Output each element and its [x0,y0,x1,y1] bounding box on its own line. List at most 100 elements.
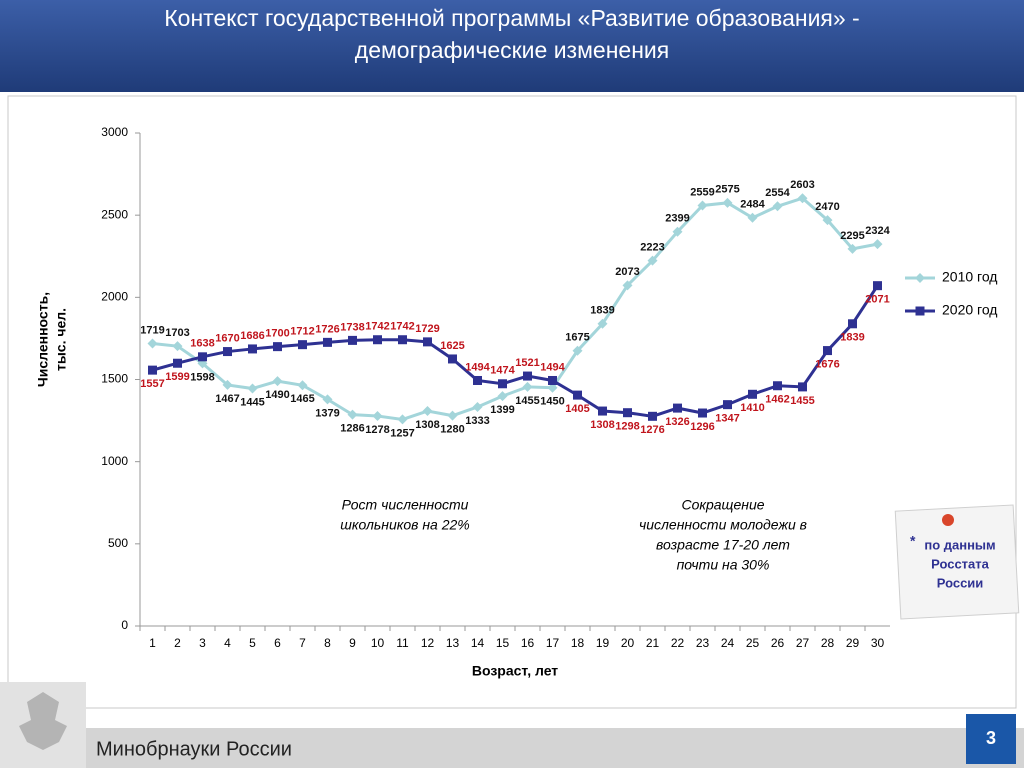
point [273,342,282,352]
legend-label: 2010 год [942,269,997,285]
data-label: 1450 [540,396,564,408]
data-label: 1700 [265,328,289,340]
frame [7,95,1017,709]
x-tick-label: 8 [324,636,331,650]
data-label: 1557 [140,378,164,390]
x-tick-label: 12 [421,636,435,650]
data-label: 1347 [715,413,739,425]
data-label: 1839 [590,305,614,317]
data-label: 1839 [840,332,864,344]
data-label: 1257 [390,427,414,439]
data-label: 2071 [865,294,889,306]
data-label: 1326 [665,416,689,428]
x-tick-label: 22 [671,636,685,650]
annotation: школьников на 22% [340,517,469,533]
x-tick-label: 11 [396,636,409,650]
point [847,243,858,254]
y-axis-label: Численность, [35,292,51,387]
data-label: 1467 [215,393,239,405]
x-tick-label: 17 [546,636,560,650]
data-label: 1742 [365,321,389,333]
data-label: 1670 [215,332,239,344]
point [298,340,307,350]
data-label: 1686 [240,330,264,342]
data-label: 2223 [640,242,664,254]
point [672,226,683,237]
point [772,201,783,212]
data-label: 2575 [715,184,739,196]
note-paper [894,504,1020,620]
x-tick-label: 19 [596,636,610,650]
data-label: 2295 [840,230,864,242]
point [548,375,557,385]
x-tick-label: 6 [274,636,281,650]
data-label: 2554 [765,187,790,199]
data-label: 1296 [690,421,714,433]
data-label: 1462 [765,394,789,406]
data-label: 1276 [640,424,664,436]
point [372,410,383,421]
y-tick-label: 3000 [101,125,128,139]
point [472,401,483,412]
point [497,391,508,402]
data-label: 1521 [515,357,539,369]
data-label: 1738 [340,321,364,333]
data-label: 1494 [465,361,490,373]
x-tick-label: 14 [471,636,485,650]
point [872,239,883,250]
y-tick-label: 2000 [101,290,128,304]
annotation: Рост численности [342,497,469,513]
emblem [19,692,67,750]
annotation: численности молодежи в [639,517,807,533]
data-label: 1474 [490,365,515,377]
point [247,383,258,394]
point [322,394,333,405]
data-label: 1278 [365,424,389,436]
point [522,381,533,392]
data-label: 1333 [465,415,489,427]
data-label: 1742 [390,321,414,333]
x-tick-label: 18 [571,636,585,650]
pin [942,514,954,526]
point [148,365,157,375]
point [348,335,357,345]
point [822,215,833,226]
point [448,354,457,364]
point [222,379,233,390]
x-tick-label: 27 [796,636,810,650]
data-label: 1712 [290,326,314,338]
x-axis-label: Возраст, лет [472,663,558,679]
x-tick-label: 3 [199,636,206,650]
note-text: по данным [924,537,995,552]
note-text: Росстата [931,556,990,571]
point [498,379,507,389]
data-label: 1675 [565,332,589,344]
data-label: 1703 [165,327,189,339]
point [722,197,733,208]
point [198,352,207,362]
data-label: 1599 [165,371,189,383]
data-label: 1399 [490,404,514,416]
point [798,382,807,392]
data-label: 1676 [815,358,839,370]
legend-marker [915,306,925,316]
x-tick-label: 7 [299,636,306,650]
point [597,318,608,329]
data-label: 1638 [190,338,214,350]
data-label: 1726 [315,323,339,335]
point [622,280,633,291]
x-tick-label: 10 [371,636,385,650]
point [173,358,182,368]
point [373,335,382,345]
point [547,382,558,393]
point [748,389,757,399]
point [272,376,283,387]
title: Контекст государственной программы «Разв… [164,5,859,31]
x-tick-label: 4 [224,636,231,650]
point [697,200,708,211]
point [797,193,808,204]
point [648,411,657,421]
data-label: 2399 [665,213,689,225]
page-number: 3 [986,728,996,748]
data-label: 1598 [190,371,214,383]
